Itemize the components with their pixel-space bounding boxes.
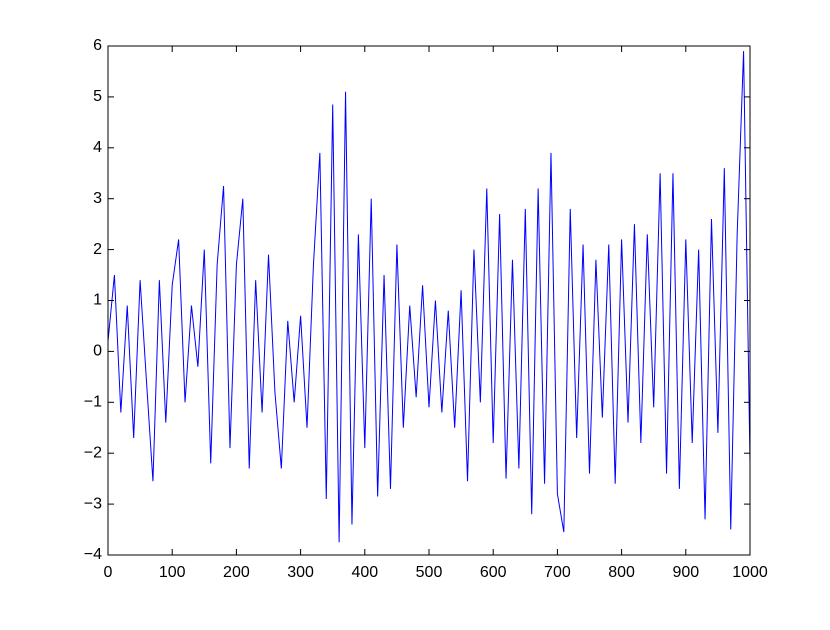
y-tick-label: 5 — [93, 88, 102, 105]
x-tick-label: 0 — [104, 564, 113, 581]
y-tick-label: −1 — [84, 394, 102, 411]
x-tick-label: 1000 — [732, 564, 768, 581]
y-tick-label: 0 — [93, 343, 102, 360]
x-tick-label: 500 — [416, 564, 443, 581]
x-tick-label: 100 — [159, 564, 186, 581]
y-tick-label: −2 — [84, 444, 102, 461]
x-tick-label: 700 — [544, 564, 571, 581]
x-tick-label: 900 — [672, 564, 699, 581]
x-tick-label: 200 — [223, 564, 250, 581]
y-tick-label: 1 — [93, 292, 102, 309]
y-tick-label: −4 — [84, 546, 102, 563]
y-tick-label: 4 — [93, 139, 102, 156]
x-tick-label: 300 — [287, 564, 314, 581]
x-tick-label: 800 — [608, 564, 635, 581]
data-line — [107, 51, 751, 543]
x-tick-label: 600 — [480, 564, 507, 581]
y-tick-label: −3 — [84, 495, 102, 512]
y-tick-label: 6 — [93, 37, 102, 54]
x-tick-label: 400 — [351, 564, 378, 581]
y-tick-label: 2 — [93, 241, 102, 258]
y-tick-label: 3 — [93, 190, 102, 207]
